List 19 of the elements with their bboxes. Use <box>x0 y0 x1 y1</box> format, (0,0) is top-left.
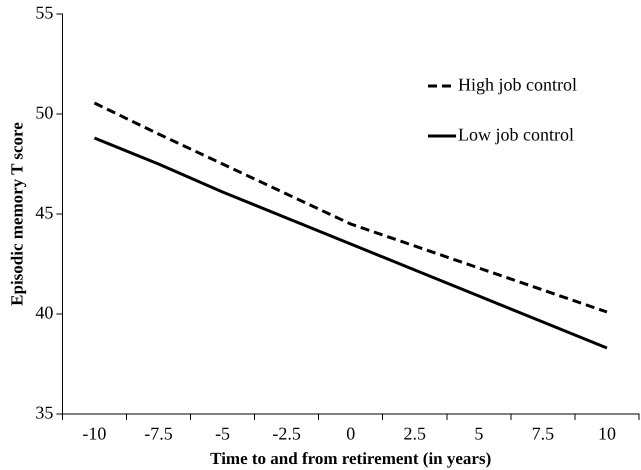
x-tick-label: 0 <box>346 424 356 444</box>
x-tick-label: 2.5 <box>404 424 426 444</box>
y-tick-label: 40 <box>35 302 54 323</box>
y-tick-label: 35 <box>35 402 54 423</box>
x-tick-label: 5 <box>474 424 484 444</box>
y-tick-label: 50 <box>35 102 54 123</box>
x-tick-label: -10 <box>82 424 106 444</box>
line-series <box>92 102 608 314</box>
y-axis-title: Episodic memory T score <box>8 122 27 306</box>
x-tick-label: 10 <box>598 424 616 444</box>
legend-label: Low job control <box>458 124 574 145</box>
y-tick-label: 55 <box>35 2 54 23</box>
x-tick-label: -2.5 <box>272 424 301 444</box>
x-tick-label: 7.5 <box>532 424 554 444</box>
x-tick-label: -7.5 <box>144 424 173 444</box>
legend-label: High job control <box>458 74 578 95</box>
x-axis-title: Time to and from retirement (in years) <box>210 449 492 468</box>
y-tick-label: 45 <box>35 202 54 223</box>
x-tick-label: -5 <box>215 424 230 444</box>
